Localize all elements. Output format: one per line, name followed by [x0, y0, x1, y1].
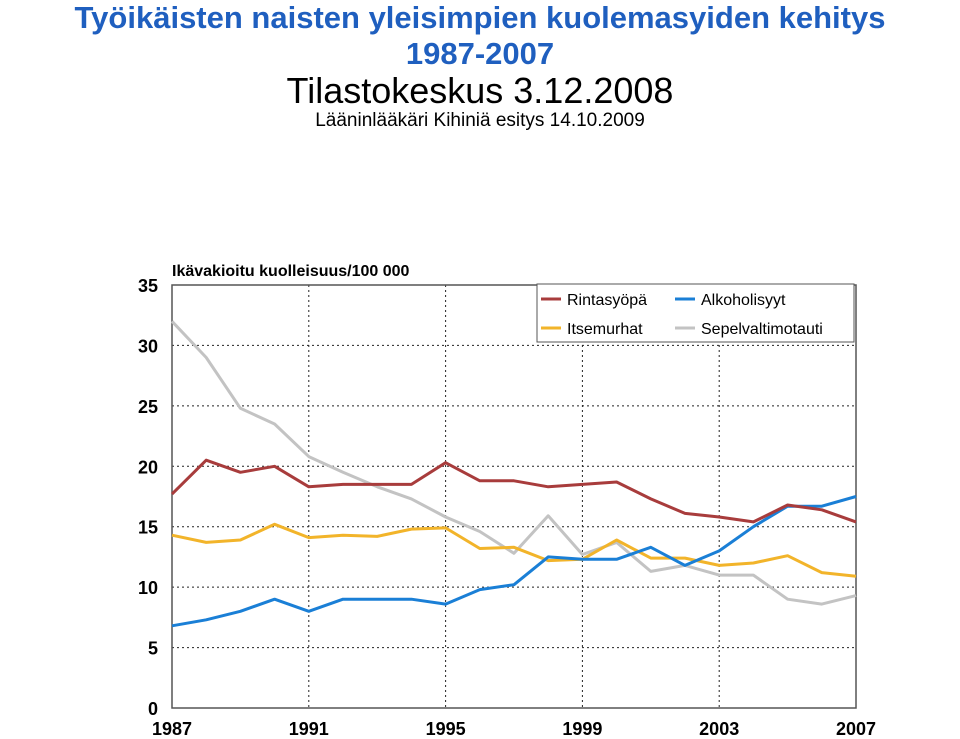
x-tick-label: 1991 — [289, 719, 329, 739]
chart-grid — [171, 284, 857, 709]
legend-label-rintasyopa: Rintasyöpä — [567, 292, 647, 309]
y-tick-label: 15 — [138, 518, 158, 538]
slide-title-line1: Työikäisten naisten yleisimpien kuolemas… — [74, 0, 886, 35]
y-tick-label: 30 — [138, 336, 158, 356]
x-tick-label: 2003 — [699, 719, 739, 739]
x-tick-label: 1995 — [426, 719, 466, 739]
slide-title-block: Työikäisten naisten yleisimpien kuolemas… — [0, 0, 960, 132]
legend: Rintasyöpä Alkoholisyyt Itsemurhat Sepel… — [536, 283, 855, 343]
legend-label-itsemurhat: Itsemurhat — [567, 321, 643, 338]
series-line — [170, 320, 857, 606]
slide-title-line2: 1987-2007 — [405, 36, 555, 71]
y-tick-label: 20 — [138, 457, 158, 477]
legend-label-alkoholisyyt: Alkoholisyyt — [701, 292, 786, 309]
y-tick-label: 35 — [138, 276, 158, 296]
legend-label-sepelvaltimotauti: Sepelvaltimotauti — [701, 321, 823, 338]
legend-box — [536, 283, 855, 343]
x-tick-label: 1999 — [562, 719, 602, 739]
y-tick-label: 25 — [138, 397, 158, 417]
series-line — [171, 495, 857, 628]
y-tick-label: 0 — [148, 699, 158, 719]
x-tick-label: 2007 — [836, 719, 876, 739]
chart-title: Ikävakioitu kuolleisuus/100 000 — [172, 263, 410, 280]
x-axis-ticks: 1987 1991 1995 1999 2003 2007 — [152, 719, 876, 739]
series-line — [171, 522, 857, 578]
slide-subtitle: Tilastokeskus 3.12.2008 — [286, 70, 674, 111]
x-tick-label: 1987 — [152, 719, 192, 739]
y-tick-label: 5 — [148, 639, 158, 659]
series-line — [170, 458, 857, 524]
y-tick-label: 10 — [138, 578, 158, 598]
y-axis-ticks: 0 5 10 15 20 25 30 35 — [138, 276, 158, 719]
slide-presenter: Lääninlääkäri Kihiniä esitys 14.10.2009 — [315, 110, 645, 131]
series-lines — [170, 320, 857, 628]
plot-frame — [171, 284, 857, 709]
